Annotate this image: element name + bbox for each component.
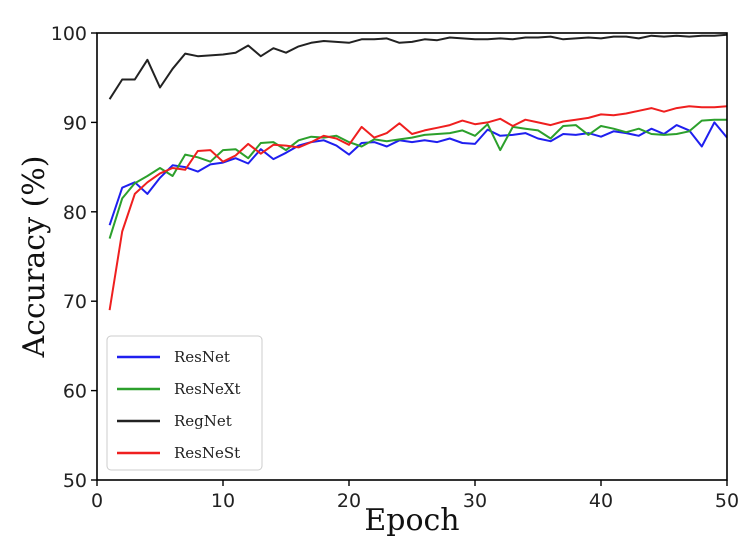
legend-label: ResNeSt <box>174 444 240 462</box>
y-tick-label: 80 <box>63 202 87 224</box>
x-tick-label: 20 <box>337 490 361 512</box>
legend: ResNet ResNeXt RegNet ResNeSt <box>106 335 263 471</box>
x-tick-label: 10 <box>211 490 235 512</box>
series-line-regnet <box>108 33 728 100</box>
x-tick-label: 30 <box>463 490 487 512</box>
y-axis-title: Accuracy (%) <box>17 155 52 358</box>
y-tick-label: 90 <box>63 112 87 134</box>
plot-frame <box>96 32 728 481</box>
legend-box <box>106 335 263 471</box>
series-line-resnest <box>108 105 728 311</box>
y-tick-label: 100 <box>51 23 87 45</box>
x-tick-label: 50 <box>715 490 739 512</box>
axis-ticks: 0 10 20 30 40 50 50 60 70 80 90 100 <box>51 23 739 512</box>
legend-label: ResNet <box>174 348 230 366</box>
legend-label: ResNeXt <box>174 380 241 398</box>
y-tick-label: 50 <box>63 470 87 492</box>
x-axis-title: Epoch <box>364 503 459 538</box>
series-line-resnet <box>108 121 728 226</box>
series-lines <box>108 33 728 311</box>
y-tick-label: 70 <box>63 291 87 313</box>
y-tick-label: 60 <box>63 381 87 403</box>
series-line-resnext <box>108 118 727 239</box>
x-tick-label: 40 <box>589 490 613 512</box>
x-tick-label: 0 <box>91 490 103 512</box>
legend-label: RegNet <box>174 412 232 430</box>
